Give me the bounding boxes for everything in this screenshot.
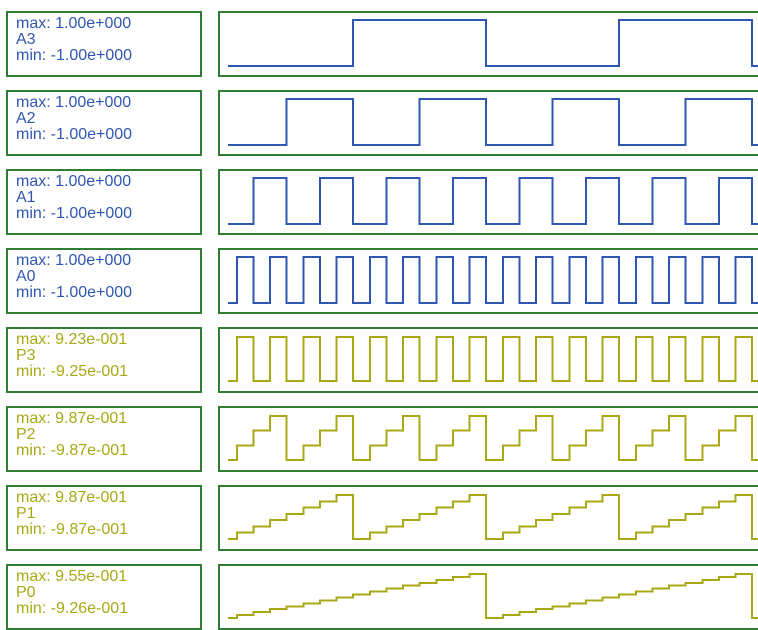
waveform-trace	[228, 177, 758, 225]
waveform-trace	[228, 573, 758, 619]
channel-name: A0	[16, 268, 36, 285]
waveform-plot-a0	[218, 248, 758, 314]
min-label: min: -9.26e-001	[16, 600, 129, 617]
min-label: min: -9.25e-001	[16, 363, 129, 380]
channel-label-p3: max: 9.23e-001 P3 min: -9.25e-001	[6, 327, 202, 393]
max-label: max: 9.23e-001	[16, 331, 128, 348]
max-label: max: 9.55e-001	[16, 568, 128, 585]
channel-name: A1	[16, 189, 36, 206]
min-label: min: -1.00e+000	[16, 47, 133, 64]
max-label: max: 1.00e+000	[16, 94, 132, 111]
channel-name: P1	[16, 505, 36, 522]
channel-name: P3	[16, 347, 36, 364]
waveform-a1	[228, 177, 758, 225]
waveform-trace	[228, 415, 758, 461]
channel-label-a2: max: 1.00e+000 A2 min: -1.00e+000	[6, 90, 202, 156]
min-label: min: -9.87e-001	[16, 521, 129, 538]
waveform-trace	[228, 256, 758, 304]
max-label: max: 1.00e+000	[16, 15, 132, 32]
max-label: max: 1.00e+000	[16, 173, 132, 190]
waveform-trace	[228, 336, 758, 382]
waveform-a0	[228, 256, 758, 304]
channel-name: P2	[16, 426, 36, 443]
max-label: max: 1.00e+000	[16, 252, 132, 269]
waveform-trace	[228, 98, 758, 146]
waveform-plot-p2	[218, 406, 758, 472]
channel-label-p2: max: 9.87e-001 P2 min: -9.87e-001	[6, 406, 202, 472]
channel-label-a3: max: 1.00e+000 A3 min: -1.00e+000	[6, 11, 202, 77]
channel-label-a0: max: 1.00e+000 A0 min: -1.00e+000	[6, 248, 202, 314]
waveform-p2	[228, 415, 758, 461]
channel-name: A3	[16, 31, 36, 48]
max-label: max: 9.87e-001	[16, 489, 128, 506]
waveform-a3	[228, 19, 758, 67]
channel-label-p1: max: 9.87e-001 P1 min: -9.87e-001	[6, 485, 202, 551]
waveform-p1	[228, 494, 758, 540]
waveform-plot-p1	[218, 485, 758, 551]
min-label: min: -9.87e-001	[16, 442, 129, 459]
waveform-plot-p0	[218, 564, 758, 630]
max-label: max: 9.87e-001	[16, 410, 128, 427]
waveform-p0	[228, 573, 758, 619]
waveform-plot-a1	[218, 169, 758, 235]
min-label: min: -1.00e+000	[16, 126, 133, 143]
waveform-trace	[228, 494, 758, 540]
waveform-a2	[228, 98, 758, 146]
waveform-plot-a3	[218, 11, 758, 77]
waveform-p3	[228, 336, 758, 382]
channel-label-p0: max: 9.55e-001 P0 min: -9.26e-001	[6, 564, 202, 630]
min-label: min: -1.00e+000	[16, 205, 133, 222]
waveform-trace	[228, 19, 758, 67]
channel-name: A2	[16, 110, 36, 127]
channel-name: P0	[16, 584, 36, 601]
min-label: min: -1.00e+000	[16, 284, 133, 301]
waveform-plot-p3	[218, 327, 758, 393]
waveform-plot-a2	[218, 90, 758, 156]
channel-label-a1: max: 1.00e+000 A1 min: -1.00e+000	[6, 169, 202, 235]
